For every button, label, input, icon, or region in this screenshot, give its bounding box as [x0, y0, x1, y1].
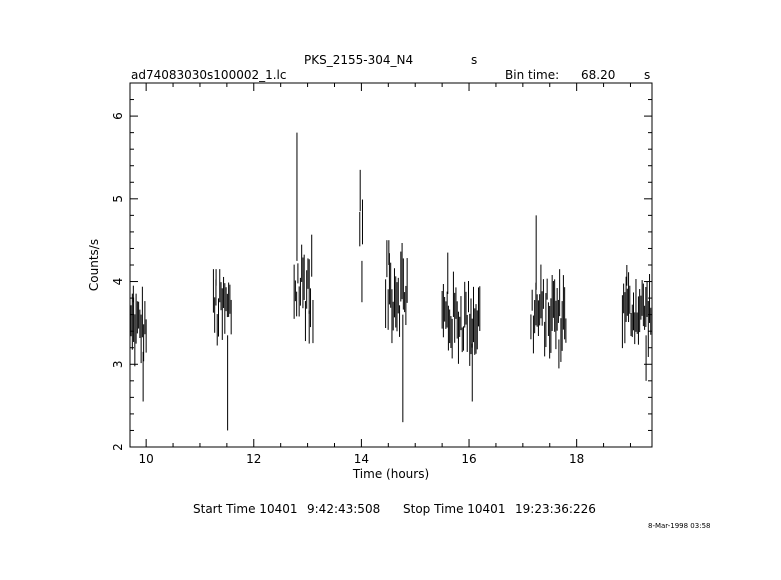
- data-segment: [359, 169, 363, 303]
- x-tick-label: 10: [139, 452, 154, 466]
- y-tick-label: 2: [111, 443, 125, 451]
- y-tick-label: 4: [111, 278, 125, 286]
- data-segment: [441, 252, 481, 402]
- bin-time-label: Bin time:: [505, 68, 560, 82]
- x-tick-label: 16: [461, 452, 476, 466]
- y-tick-label: 3: [111, 360, 125, 368]
- data-segment: [385, 240, 408, 423]
- stop-time-label: Stop Time 10401: [403, 502, 506, 516]
- x-tick-label: 18: [569, 452, 584, 466]
- bin-time-value: 68.20: [581, 68, 616, 82]
- stop-time-value: 19:23:36:226: [515, 502, 596, 516]
- x-tick-label: 12: [246, 452, 261, 466]
- bin-time-unit: s: [644, 68, 651, 82]
- data-segment: [530, 215, 567, 369]
- y-tick-label: 6: [111, 112, 125, 120]
- start-time-label: Start Time 10401: [193, 502, 298, 516]
- start-time-value: 9:42:43:508: [307, 502, 381, 516]
- file-name: ad74083030s100002_1.lc: [131, 68, 287, 82]
- data-segment: [621, 265, 653, 381]
- y-axis-label: Counts/s: [87, 239, 101, 291]
- plot-title: PKS_2155-304_N4: [304, 53, 414, 67]
- y-tick-label: 5: [111, 195, 125, 203]
- x-axis-label: Time (hours): [352, 467, 429, 481]
- plot-title-suffix: s: [471, 53, 478, 67]
- data-segment: [130, 285, 147, 402]
- x-tick-label: 14: [354, 452, 369, 466]
- date-stamp: 8-Mar-1998 03:58: [648, 522, 711, 530]
- data-segment: [212, 269, 232, 431]
- data-segment: [293, 132, 314, 344]
